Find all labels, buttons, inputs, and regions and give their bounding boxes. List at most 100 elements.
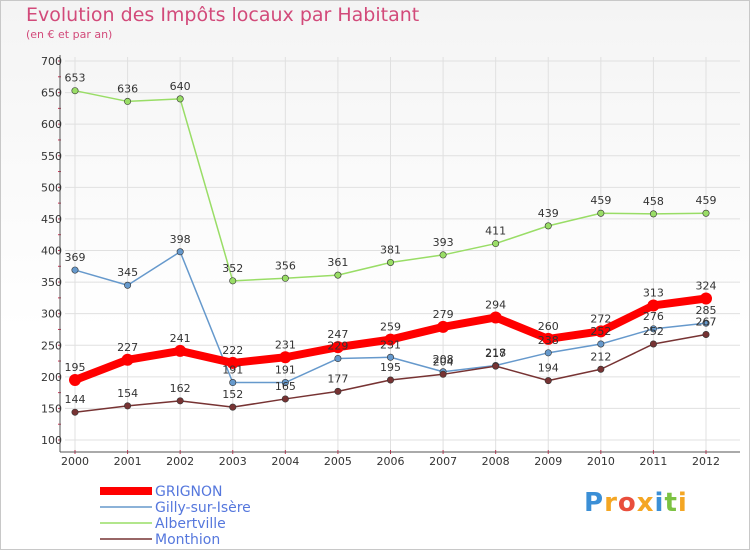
point-Monthion-2004 <box>281 395 289 403</box>
point-Albertville-2002 <box>176 95 184 103</box>
point-Gilly-sur-Isère-2005 <box>334 355 342 363</box>
label-Gilly-sur-Isère-2005: 229 <box>327 340 348 353</box>
point-Albertville-2008 <box>492 240 500 248</box>
label-Monthion-2002: 162 <box>170 382 191 395</box>
point-Albertville-2011 <box>649 210 657 218</box>
point-Monthion-2006 <box>386 376 394 384</box>
label-GRIGNON-2010: 272 <box>590 312 611 325</box>
label-Monthion-2008: 217 <box>485 347 506 360</box>
label-Albertville-2009: 439 <box>538 207 559 220</box>
axes <box>58 55 740 454</box>
y-axis-ticks: 100 150 200 250 300 350 400 450 500 550 600 650 700 <box>41 55 62 447</box>
grid-lines <box>65 57 740 450</box>
y-tick-500: 500 <box>41 181 62 194</box>
point-Monthion-2011 <box>649 340 657 348</box>
label-Monthion-2001: 154 <box>117 387 138 400</box>
y-tick-200: 200 <box>41 371 62 384</box>
series-lines <box>69 87 712 416</box>
x-tick-2002: 2002 <box>166 455 194 468</box>
point-Albertville-2005 <box>334 271 342 279</box>
x-tick-2005: 2005 <box>324 455 352 468</box>
point-Albertville-2004 <box>281 274 289 282</box>
point-Monthion-2010 <box>597 365 605 373</box>
legend: GRIGNONGilly-sur-IsèreAlbertvilleMonthio… <box>100 484 251 548</box>
label-Gilly-sur-Isère-2007: 208 <box>433 353 454 366</box>
label-GRIGNON-2001: 227 <box>117 341 138 354</box>
y-tick-450: 450 <box>41 213 62 226</box>
logo-letter: o <box>617 488 637 518</box>
point-GRIGNON-2003 <box>226 356 239 369</box>
x-tick-2009: 2009 <box>534 455 562 468</box>
label-GRIGNON-2007: 279 <box>433 308 454 321</box>
label-Albertville-2010: 459 <box>590 194 611 207</box>
label-GRIGNON-2006: 259 <box>380 321 401 334</box>
label-Monthion-2005: 177 <box>327 372 348 385</box>
chart-subtitle: (en € et par an) <box>26 28 113 41</box>
point-Albertville-2007 <box>439 251 447 259</box>
label-Albertville-2003: 352 <box>222 262 243 275</box>
label-Monthion-2004: 165 <box>275 380 296 393</box>
label-GRIGNON-2012: 324 <box>696 280 717 293</box>
label-Gilly-sur-Isère-2002: 398 <box>170 233 191 246</box>
label-Albertville-2012: 459 <box>696 194 717 207</box>
point-Gilly-sur-Isère-2003 <box>229 379 237 387</box>
point-GRIGNON-2009 <box>542 332 555 345</box>
point-Albertville-2001 <box>124 97 132 105</box>
label-Albertville-2004: 356 <box>275 259 296 272</box>
y-tick-100: 100 <box>41 434 62 447</box>
label-GRIGNON-2004: 231 <box>275 338 296 351</box>
point-Monthion-2002 <box>176 397 184 405</box>
label-Albertville-2008: 411 <box>485 225 506 238</box>
legend-label-Monthion: Monthion <box>155 532 220 548</box>
x-tick-2003: 2003 <box>219 455 247 468</box>
label-Monthion-2011: 252 <box>643 325 664 338</box>
chart-title: Evolution des Impôts locaux par Habitant <box>26 4 420 26</box>
label-Albertville-2002: 640 <box>170 80 191 93</box>
label-Albertville-2000: 653 <box>65 72 86 85</box>
label-Albertville-2011: 458 <box>643 195 664 208</box>
logo-letter: x <box>636 488 655 518</box>
x-tick-2012: 2012 <box>692 455 720 468</box>
point-Gilly-sur-Isère-2010 <box>597 340 605 348</box>
y-tick-600: 600 <box>41 118 62 131</box>
point-Monthion-2003 <box>229 403 237 411</box>
point-Monthion-2009 <box>544 377 552 385</box>
label-Albertville-2006: 381 <box>380 244 401 257</box>
y-tick-700: 700 <box>41 55 62 68</box>
proxiti-logo: Proxiti <box>584 488 688 518</box>
label-Albertville-2001: 636 <box>117 82 138 95</box>
y-tick-400: 400 <box>41 245 62 258</box>
label-Monthion-2009: 194 <box>538 362 559 375</box>
legend-label-Gilly-sur-Isère: Gilly-sur-Isère <box>155 500 251 516</box>
point-GRIGNON-2010 <box>594 325 607 338</box>
logo-letter: r <box>604 488 618 518</box>
label-Gilly-sur-Isère-2006: 231 <box>380 338 401 351</box>
point-Albertville-2012 <box>702 209 710 217</box>
label-Gilly-sur-Isère-2011: 276 <box>643 310 664 323</box>
x-tick-2011: 2011 <box>639 455 667 468</box>
point-Monthion-2008 <box>492 362 500 370</box>
point-GRIGNON-2011 <box>647 299 660 312</box>
point-GRIGNON-2001 <box>121 353 134 366</box>
point-GRIGNON-2000 <box>69 373 81 386</box>
label-Gilly-sur-Isère-2000: 369 <box>65 251 86 264</box>
point-GRIGNON-2012 <box>700 292 712 305</box>
label-GRIGNON-2000: 195 <box>65 361 86 374</box>
logo-letter: i <box>677 488 688 518</box>
point-Monthion-2005 <box>334 387 342 395</box>
y-tick-550: 550 <box>41 150 62 163</box>
label-Monthion-2010: 212 <box>590 350 611 363</box>
point-Albertville-2006 <box>386 259 394 267</box>
point-Monthion-2000 <box>71 408 79 416</box>
x-tick-2010: 2010 <box>587 455 615 468</box>
y-tick-250: 250 <box>41 339 62 352</box>
label-Monthion-2003: 152 <box>222 388 243 401</box>
label-Albertville-2005: 361 <box>327 256 348 269</box>
point-GRIGNON-2002 <box>174 344 187 357</box>
point-Monthion-2001 <box>124 402 132 410</box>
point-GRIGNON-2007 <box>437 320 450 333</box>
point-Gilly-sur-Isère-2001 <box>124 281 132 289</box>
legend-label-Albertville: Albertville <box>155 516 226 532</box>
label-Gilly-sur-Isère-2012: 285 <box>696 304 717 317</box>
